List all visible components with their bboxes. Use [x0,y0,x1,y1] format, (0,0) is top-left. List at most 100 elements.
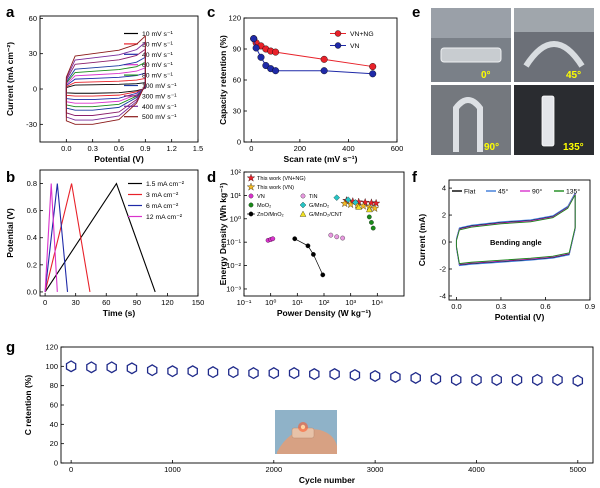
panel-label-f: f [412,169,418,186]
c-data-point [250,35,258,43]
g-data-point [410,371,421,384]
d-legend-marker [248,202,254,208]
d-legend-marker [246,173,256,182]
a-ytick-label: -30 [26,120,37,129]
g-ylabel: C retention (%) [23,375,33,436]
f-legend-label: 90° [532,188,543,196]
f-xtick-label: 0.3 [496,302,506,311]
d-data-point [370,225,376,231]
panel-a-cv-curves: 0.0 0.3 0.6 0.9 1.2 1.5 -30 0 30 60 Potential (V) C… [5,14,203,164]
g-data-point [167,365,178,378]
a-xtick-label: 1.2 [166,144,176,153]
f-ytick-label: -4 [439,291,446,300]
g-data-point [65,360,77,373]
panel-f-bending-cv: 0.0 0.3 0.6 0.9 -4 -2 0 2 4 Potential (V) Current … [417,179,595,322]
f-ytick-label: 4 [442,184,446,193]
d-ylabel: Energy Density (Wh kg⁻¹) [218,182,228,285]
a-xtick-label: 1.5 [193,144,203,153]
f-annotation: Bending angle [490,238,542,247]
panel-label-a: a [6,4,15,21]
c-xtick-label: 600 [391,144,404,153]
a-xtick-label: 0.3 [87,144,97,153]
d-legend-label: This work (VN+NG) [257,176,306,182]
panel-c-capacity-retention: 0 200 400 600 0 30 60 90 120 Scan rate (mV s⁻¹) Ca… [218,14,403,165]
g-data-point [491,373,502,386]
g-xtick-label: 2000 [265,465,282,474]
c-ytick-label: 90 [233,45,241,54]
a-legend-label: 500 mV s⁻¹ [142,114,177,121]
panel-d-ragone-plot: 10⁻¹ 10⁰ 10¹ 10² 10³ 10⁴ 10⁻³ 10⁻² 10⁻¹ 10⁰ 10¹ 10²… [218,168,405,318]
d-data-point [270,236,276,242]
photo-bend-90: 90° [431,85,511,155]
c-legend-label: VN+NG [350,31,374,38]
g-data-point [86,361,97,374]
photo-90-background [431,85,511,155]
d-data-point [333,194,340,201]
c-ylabel: Capacity retention (%) [218,35,228,125]
photo-bend-135: 135° [514,85,594,155]
b-ytick-label: 0.4 [27,233,37,242]
b-legend-label: 6 mA cm⁻² [146,203,179,210]
f-series-line [455,193,576,266]
g-xtick-label: 4000 [468,465,485,474]
photo-bend-0: 0° [431,8,511,82]
g-data-point [146,364,158,377]
a-ytick-label: 30 [29,49,37,58]
b-xtick-label: 90 [133,298,141,307]
d-data-point [334,234,340,240]
b-ytick-label: 0.2 [27,260,37,269]
c-legend-label: VN [350,43,360,50]
a-xtick-label: 0.6 [114,144,124,153]
g-inset-photo [275,410,337,454]
b-xtick-label: 60 [102,298,110,307]
b-series-line [44,182,156,293]
d-data-point [320,272,326,278]
d-ytick-label: 10² [230,168,241,177]
a-xtick-label: 0.0 [61,144,71,153]
f-series-line [455,194,576,265]
f-series-line [455,192,576,267]
a-series-line [65,34,146,125]
angle-label-45: 45° [566,70,581,81]
d-legend-marker [246,182,256,191]
g-data-point [511,373,523,386]
d-xtick-label: 10⁴ [372,298,384,307]
g-xtick-label: 0 [69,465,73,474]
f-xtick-label: 0.9 [585,302,595,311]
b-xlabel: Time (s) [103,308,136,318]
d-data-point [328,232,334,238]
g-data-point [288,367,300,380]
c-ytick-label: 120 [228,14,241,23]
d-data-point [367,198,376,207]
c-data-point [320,55,328,63]
d-data-point [352,199,359,206]
panel-label-b: b [6,169,15,186]
c-data-point [257,53,265,61]
d-data-point [292,236,298,242]
g-ytick-label: 100 [45,362,58,371]
d-data-point [360,197,370,207]
panel-e-photos: 0° 45° 90° 135° [431,8,594,155]
d-xtick-label: 10⁻¹ [237,298,252,307]
d-legend-label: This work (VN) [257,185,294,191]
c-data-point [252,44,260,52]
g-xtick-label: 5000 [569,465,586,474]
d-legend-marker [300,193,306,199]
g-data-point [450,373,462,386]
photo-0-device [440,47,502,63]
f-ytick-label: 0 [442,238,446,247]
c-xtick-label: 200 [294,144,307,153]
angle-label-90: 90° [484,142,499,153]
g-data-point [532,373,543,386]
g-data-point [187,365,198,378]
d-xtick-label: 10⁰ [265,298,276,307]
g-data-point [248,367,259,380]
d-ytick-label: 10¹ [230,191,241,200]
d-legend-marker [299,201,307,209]
a-legend-label: 10 mV s⁻¹ [142,31,174,38]
d-series-line [294,238,324,276]
d-ytick-label: 10⁰ [230,214,241,223]
b-legend-label: 1.5 mA cm⁻² [146,181,185,188]
d-ytick-label: 10⁻² [226,261,241,270]
g-data-point [349,368,361,382]
